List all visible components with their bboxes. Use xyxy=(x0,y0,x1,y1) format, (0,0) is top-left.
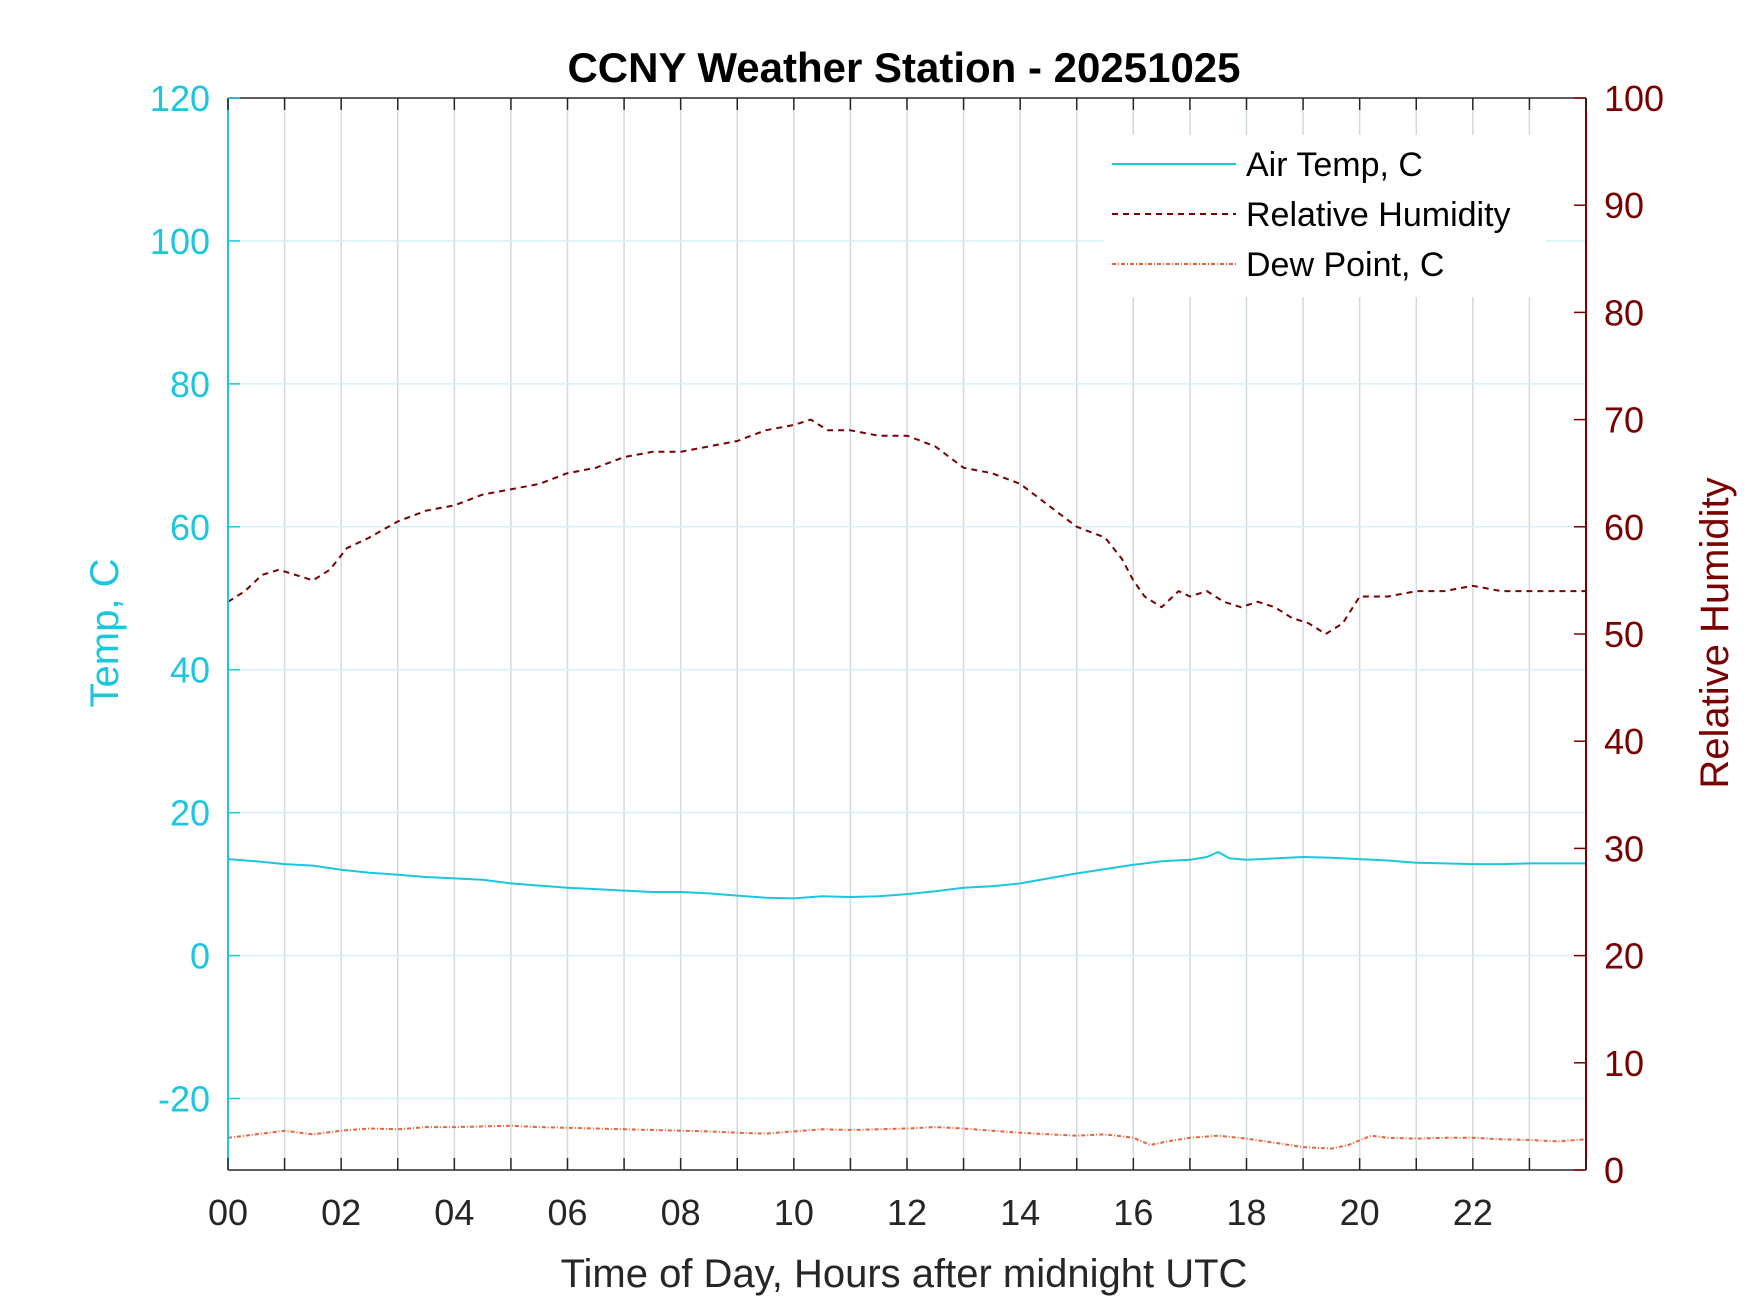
axes xyxy=(227,97,1587,1171)
series-layer xyxy=(227,418,1587,1150)
y-left-tick-label-20: 20 xyxy=(170,793,210,834)
x-tick-label-14: 14 xyxy=(1000,1192,1040,1233)
x-tick-label-20: 20 xyxy=(1340,1192,1380,1233)
x-tick-label-22: 22 xyxy=(1453,1192,1493,1233)
x-tick-label-08: 08 xyxy=(661,1192,701,1233)
series-line-0 xyxy=(227,851,1586,900)
x-axis-label: Time of Day, Hours after midnight UTC xyxy=(561,1252,1248,1296)
y-right-tick-label-50: 50 xyxy=(1604,614,1644,655)
y-left-tick-label-60: 60 xyxy=(170,507,210,548)
grid-lines xyxy=(228,98,1586,1170)
x-tick-label-02: 02 xyxy=(321,1192,361,1233)
x-tick-label-00: 00 xyxy=(208,1192,248,1233)
y-left-tick-label-0: 0 xyxy=(190,936,210,977)
x-tick-label-10: 10 xyxy=(774,1192,814,1233)
y-axis-left-label: Temp, C xyxy=(83,559,127,708)
y-left-tick-label--20: -20 xyxy=(158,1079,210,1120)
y-right-tick-label-90: 90 xyxy=(1604,185,1644,226)
y-right-tick-label-10: 10 xyxy=(1604,1043,1644,1084)
y-right-tick-label-60: 60 xyxy=(1604,507,1644,548)
series-line-2 xyxy=(227,1124,1587,1150)
y-right-tick-label-80: 80 xyxy=(1604,292,1644,333)
series-line-1 xyxy=(227,418,1586,635)
x-tick-label-04: 04 xyxy=(434,1192,474,1233)
y-left-tick-label-100: 100 xyxy=(150,221,210,262)
x-tick-label-06: 06 xyxy=(547,1192,587,1233)
chart-title: CCNY Weather Station - 20251025 xyxy=(567,44,1240,91)
x-tick-label-16: 16 xyxy=(1113,1192,1153,1233)
legend-label-dew-point: Dew Point, C xyxy=(1246,246,1444,284)
legend-box xyxy=(1104,135,1546,297)
y-right-tick-label-100: 100 xyxy=(1604,78,1664,119)
legend-label-relative-humidity: Relative Humidity xyxy=(1246,196,1511,234)
y-left-tick-label-120: 120 xyxy=(150,78,210,119)
tick-labels: 00 02 04 06 08 10 12 14 16 18 20 22-200204060801001… xyxy=(150,78,1664,1233)
y-right-tick-label-40: 40 xyxy=(1604,721,1644,762)
x-tick-label-12: 12 xyxy=(887,1192,927,1233)
y-right-tick-label-0: 0 xyxy=(1604,1150,1624,1191)
y-right-tick-label-30: 30 xyxy=(1604,828,1644,869)
y-right-tick-label-70: 70 xyxy=(1604,400,1644,441)
legend: Air Temp, C Relative Humidity Dew Point,… xyxy=(1104,135,1546,297)
x-tick-label-18: 18 xyxy=(1226,1192,1266,1233)
legend-label-air-temp: Air Temp, C xyxy=(1246,146,1423,184)
y-right-tick-label-20: 20 xyxy=(1604,936,1644,977)
y-left-tick-label-80: 80 xyxy=(170,364,210,405)
y-left-tick-label-40: 40 xyxy=(170,650,210,691)
y-axis-right-label: Relative Humidity xyxy=(1693,477,1737,788)
